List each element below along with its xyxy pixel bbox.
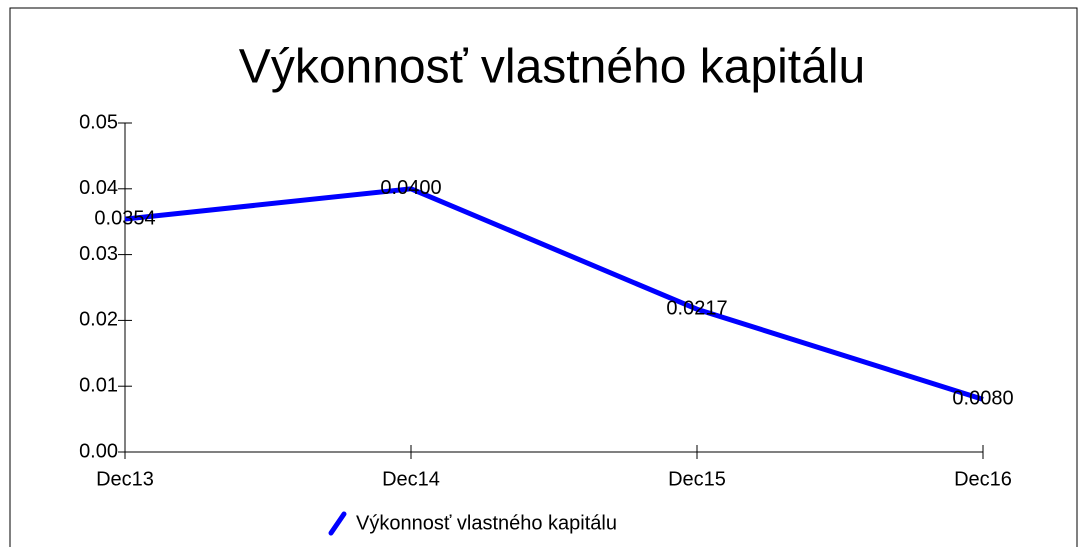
y-tick-label: 0.04 [79, 177, 118, 199]
x-tick-label: Dec14 [382, 468, 440, 490]
value-label: 0.0217 [666, 297, 727, 319]
x-tick-label: Dec15 [668, 468, 726, 490]
y-tick-label: 0.01 [79, 374, 118, 396]
y-tick-label: 0.05 [79, 111, 118, 133]
x-tick-label: Dec16 [954, 468, 1012, 490]
legend-swatch [328, 511, 347, 536]
y-tick-label: 0.03 [79, 243, 118, 265]
x-tick-label: Dec13 [96, 468, 154, 490]
value-label: 0.0080 [952, 388, 1013, 410]
value-label: 0.0400 [380, 177, 441, 199]
y-tick-label: 0.02 [79, 309, 118, 331]
chart-title: Výkonnosť vlastného kapitálu [239, 41, 865, 94]
line [124, 186, 984, 402]
y-tick-label: 0.00 [79, 440, 118, 462]
frame [9, 7, 1078, 547]
legend-label: Výkonnosť vlastného kapitálu [356, 512, 617, 534]
value-label: 0.0354 [94, 207, 155, 229]
